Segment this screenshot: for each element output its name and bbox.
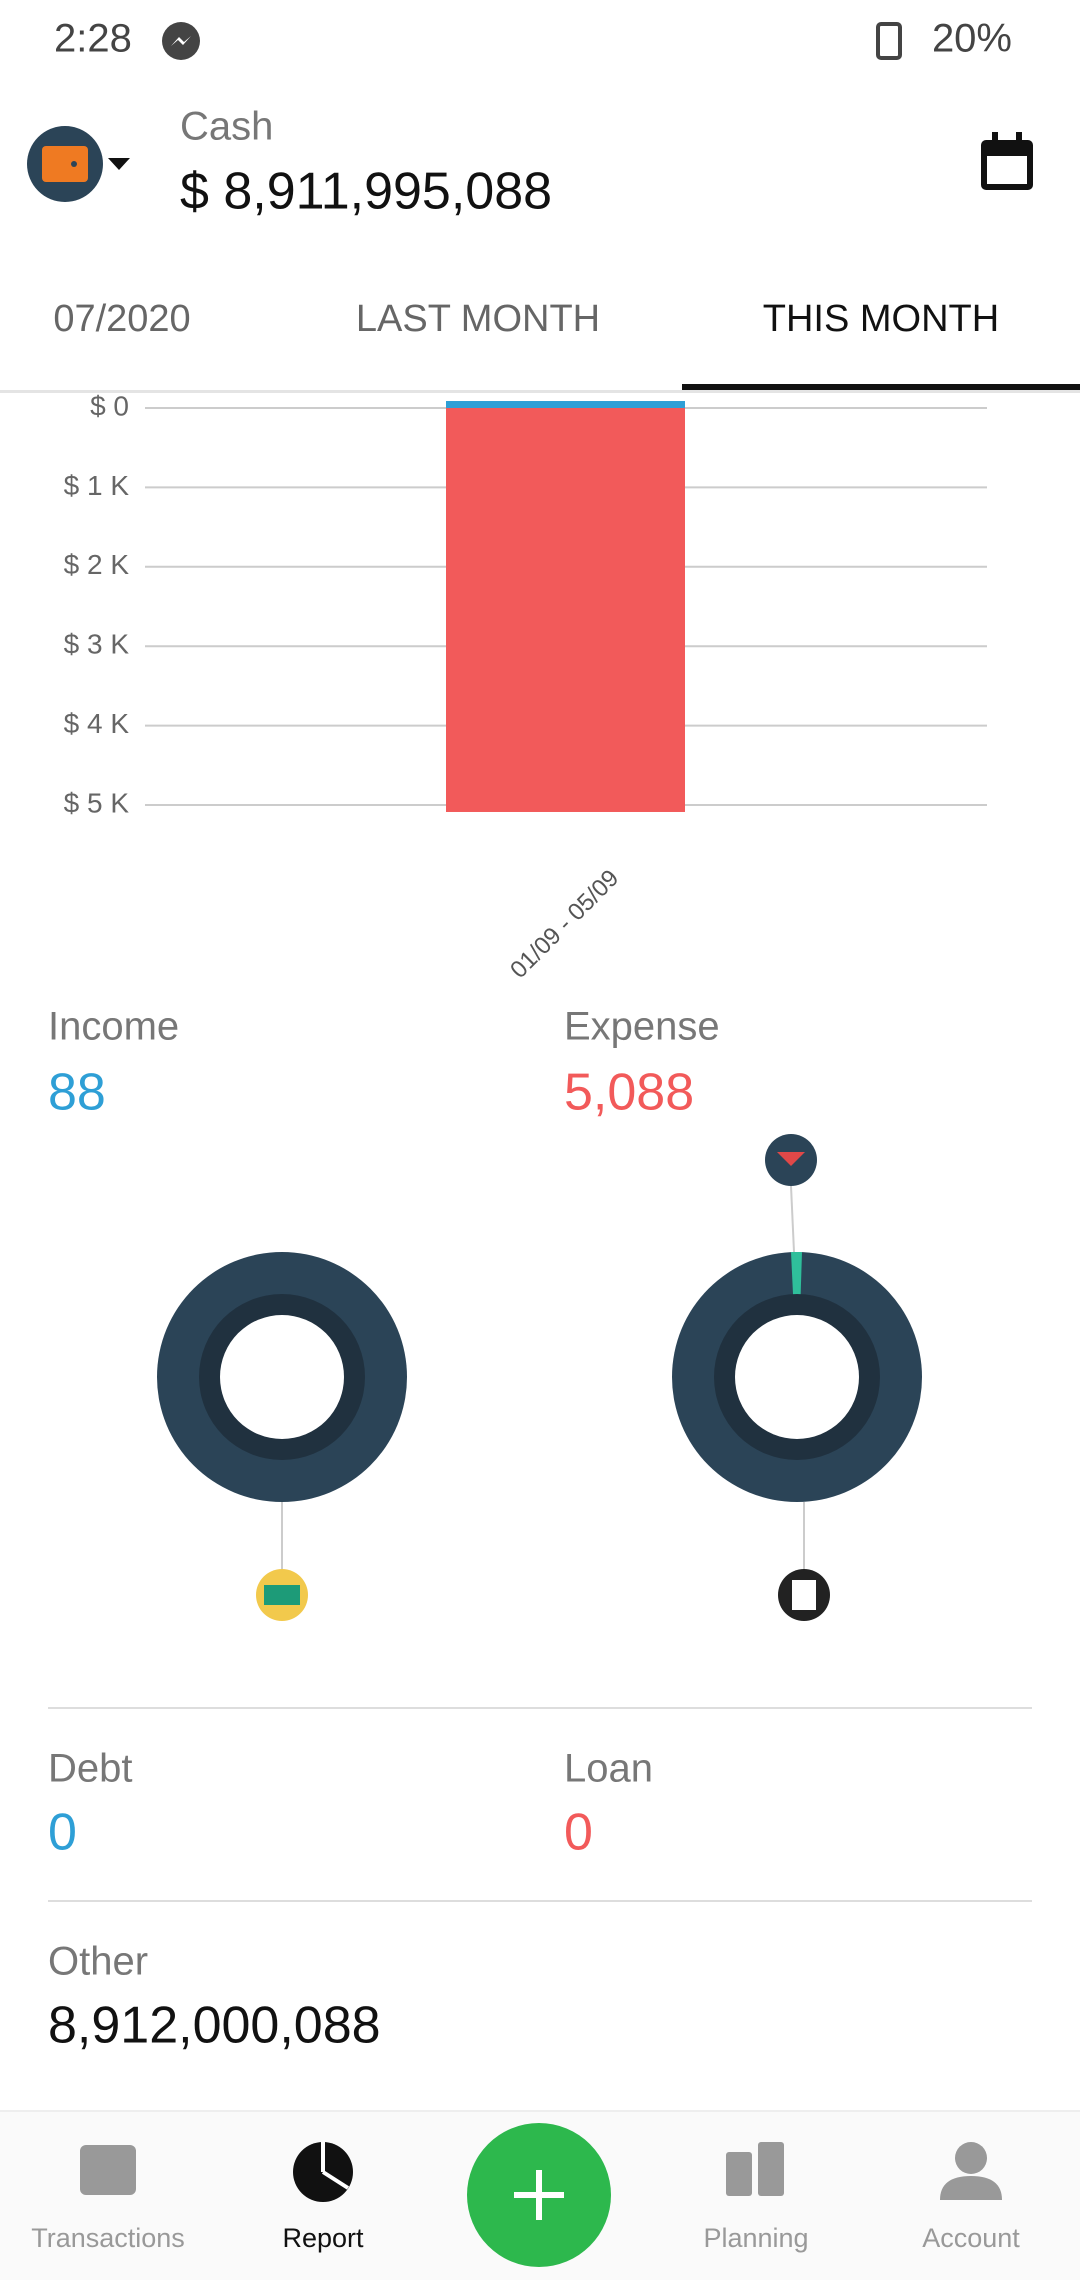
calendar-button[interactable] (981, 132, 1033, 190)
planning-icon (726, 2152, 752, 2196)
loan-label: Loan (564, 1747, 653, 1791)
bar (446, 408, 685, 812)
calendar-ring (992, 132, 998, 146)
calendar-ring (1016, 132, 1022, 146)
nav-label: Report (282, 2223, 364, 2253)
drinks-glass (777, 1152, 805, 1166)
donut-hole (735, 1315, 859, 1439)
divider (48, 1707, 1032, 1709)
account-icon-head (955, 2142, 987, 2174)
tab[interactable]: 07/2020 (53, 298, 190, 340)
add-plus (514, 2170, 564, 2220)
account-balance: $ 8,911,995,088 (180, 163, 552, 221)
other-value: 8,912,000,088 (48, 1997, 381, 2055)
salary-bill (264, 1585, 300, 1605)
bill-paper (792, 1580, 816, 1610)
bar (446, 401, 685, 408)
nav-label: Transactions (31, 2223, 185, 2253)
loan-value: 0 (564, 1804, 593, 1862)
y-tick-label: $ 2 K (64, 549, 130, 580)
status-time: 2:28 (54, 17, 132, 61)
wallet-icon (42, 146, 88, 182)
y-tick-label: $ 1 K (64, 470, 130, 501)
wallet-dropdown[interactable] (108, 158, 130, 170)
y-tick-label: $ 0 (90, 390, 129, 421)
nav-label: Account (922, 2223, 1020, 2253)
expense-label: Expense (564, 1005, 720, 1049)
nav-label: Planning (703, 2223, 808, 2253)
nav-report[interactable]: Report (282, 2142, 364, 2253)
tab-active[interactable]: THIS MONTH (763, 298, 999, 340)
wallet-clasp (71, 161, 77, 167)
income-value: 88 (48, 1064, 106, 1122)
account-icon-body (940, 2176, 1002, 2200)
income-label: Income (48, 1005, 179, 1049)
nav-account[interactable]: Account (922, 2142, 1020, 2253)
y-tick-label: $ 4 K (64, 708, 130, 739)
nav-planning[interactable]: Planning (703, 2142, 809, 2253)
y-tick-label: $ 5 K (64, 787, 130, 818)
account-name: Cash (180, 105, 273, 149)
debt-value: 0 (48, 1804, 77, 1862)
messenger-bolt (171, 36, 191, 46)
wallet-nav-icon (80, 2145, 136, 2195)
other-label: Other (48, 1940, 148, 1984)
donut-hole (220, 1315, 344, 1439)
report-icon-cut (321, 2142, 350, 2190)
tab-indicator (682, 384, 1080, 390)
x-tick-label: 01/09 - 05/09 (505, 865, 624, 984)
calendar-face (987, 156, 1027, 184)
y-tick-label: $ 3 K (64, 629, 130, 660)
chart: $ 0 $ 1 K $ 2 K $ 3 K $ 4 K $ 5 K 01/09 - 05/0… (64, 390, 987, 984)
nav-border (0, 2110, 1080, 2112)
planning-icon (758, 2142, 784, 2196)
leader-line (790, 1185, 795, 1253)
debt-label: Debt (48, 1747, 133, 1791)
nav-transactions[interactable]: Transactions (31, 2145, 185, 2253)
battery: 20% (932, 17, 1012, 61)
vibrate-icon (876, 22, 902, 60)
expense-value: 5,088 (564, 1064, 694, 1122)
divider (48, 1900, 1032, 1902)
tab[interactable]: LAST MONTH (356, 298, 600, 340)
tab-shadow (0, 390, 1080, 393)
